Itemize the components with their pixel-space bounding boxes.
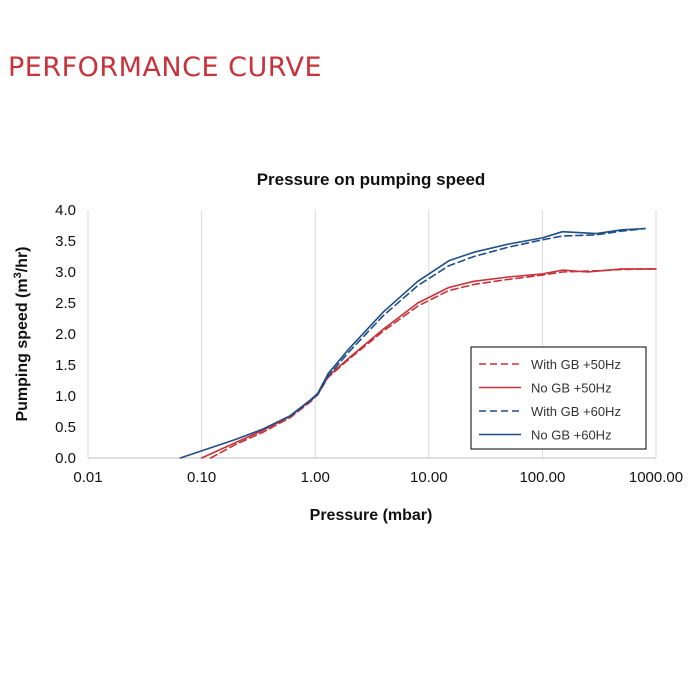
y-axis-ticks: 0.0 0.5 1.0 1.5 2.0 2.5 3.0 3.5 4.0 <box>55 202 76 467</box>
y-axis-label-superscript: 3 <box>12 272 24 278</box>
legend-label: No GB +60Hz <box>531 428 612 443</box>
y-tick-label: 2.0 <box>55 326 76 343</box>
legend-label: With GB +50Hz <box>531 357 621 372</box>
series-layer <box>179 227 657 459</box>
x-tick-label: 100.00 <box>519 469 565 486</box>
y-tick-label: 3.0 <box>55 264 76 281</box>
legend-box <box>470 346 647 450</box>
y-tick-label: 0.5 <box>55 419 76 436</box>
series-line-3 <box>289 227 646 418</box>
y-axis-label-main: Pumping speed (m <box>14 278 31 421</box>
y-axis-label-end: /hr) <box>14 246 31 272</box>
y-tick-label: 0.0 <box>55 450 76 467</box>
y-tick-label: 1.0 <box>55 388 76 405</box>
series-line-1 <box>209 268 657 459</box>
y-axis-label: Pumping speed (m3/hr) <box>12 246 31 421</box>
y-tick-label: 1.5 <box>55 357 76 374</box>
x-tick-label: 1.00 <box>301 469 330 486</box>
y-tick-label: 4.0 <box>55 202 76 219</box>
x-tick-label: 0.01 <box>73 469 102 486</box>
legend-label: No GB +50Hz <box>531 381 612 396</box>
series-line-4 <box>179 227 646 459</box>
x-tick-label: 10.00 <box>410 469 448 486</box>
y-tick-label: 2.5 <box>55 295 76 312</box>
x-axis-label: Pressure (mbar) <box>310 507 433 524</box>
x-tick-label: 0.10 <box>187 469 216 486</box>
legend-label: With GB +60Hz <box>531 404 621 419</box>
x-axis-ticks: 0.01 0.10 1.00 10.00 100.00 1000.00 <box>73 469 683 486</box>
x-tick-label: 1000.00 <box>629 469 683 486</box>
page-title: PERFORMANCE CURVE <box>8 52 323 83</box>
legend: With GB +50Hz No GB +50Hz With GB +60Hz No … <box>470 346 647 450</box>
y-tick-label: 3.5 <box>55 233 76 250</box>
chart-title: Pressure on pumping speed <box>257 170 486 189</box>
grid-lines <box>87 210 657 458</box>
